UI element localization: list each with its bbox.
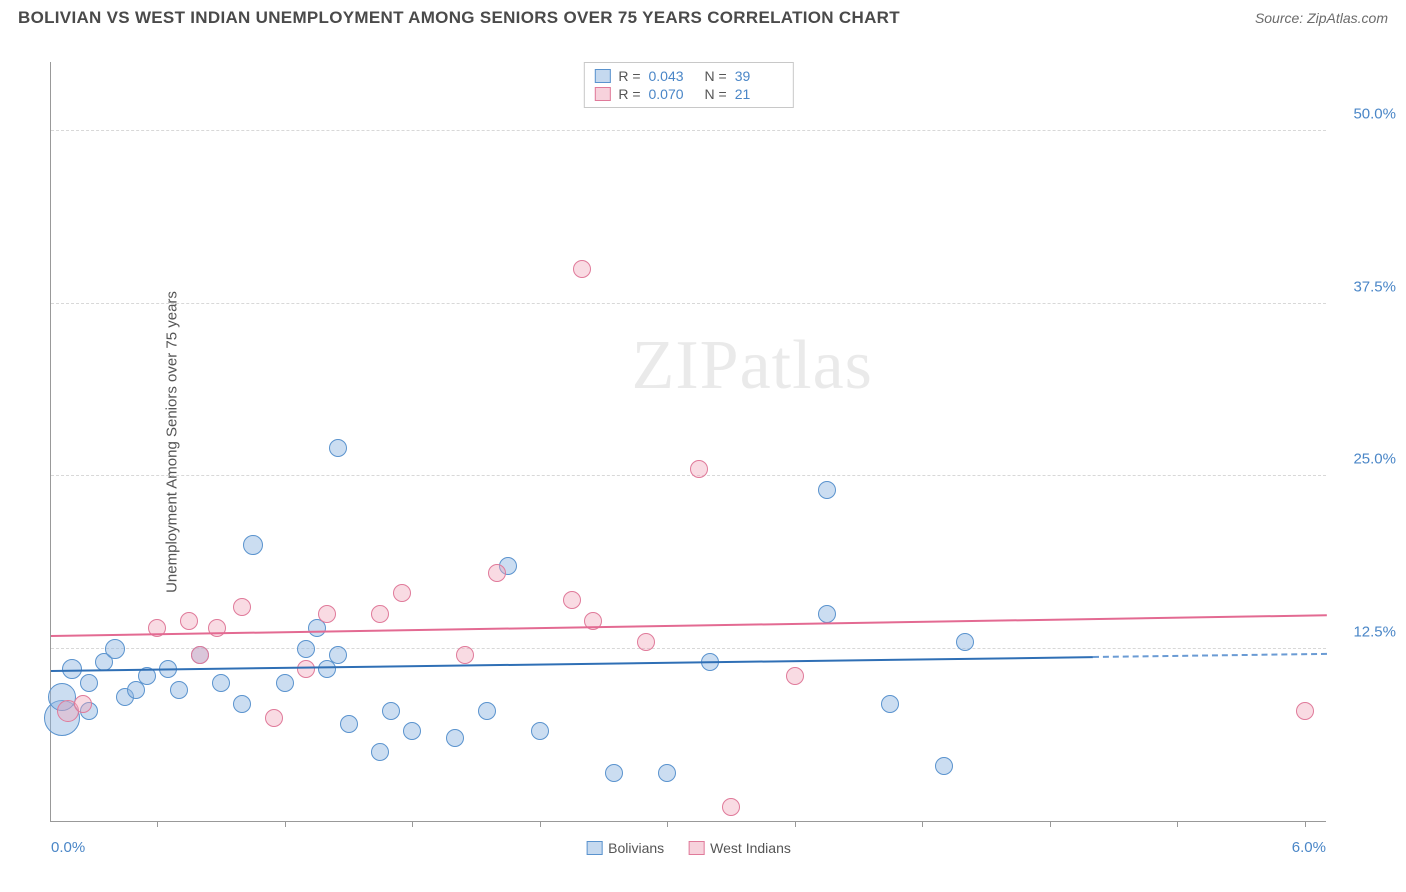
data-point [403,722,421,740]
legend-item: Bolivians [586,840,664,856]
stat-r-label: R = [618,86,640,102]
data-point [340,715,358,733]
x-tick [667,821,668,827]
data-point [105,639,125,659]
trend-line-dashed [1093,653,1327,658]
legend-label: West Indians [710,840,791,856]
data-point [1296,702,1314,720]
trend-line [51,615,1327,638]
stat-n-value: 21 [735,86,783,102]
swatch-icon [586,841,602,855]
data-point [563,591,581,609]
data-point [456,646,474,664]
swatch-icon [594,87,610,101]
data-point [297,640,315,658]
data-point [276,674,294,692]
data-point [233,695,251,713]
data-point [786,667,804,685]
data-point [818,481,836,499]
data-point [722,798,740,816]
data-point [371,605,389,623]
data-point [371,743,389,761]
x-tick [540,821,541,827]
data-point [233,598,251,616]
x-tick [157,821,158,827]
swatch-icon [594,69,610,83]
data-point [74,695,92,713]
data-point [881,695,899,713]
watermark-prefix: ZIP [632,327,740,404]
data-point [478,702,496,720]
x-axis-max-label: 6.0% [1292,839,1326,856]
stats-row: R = 0.043 N = 39 [594,67,782,85]
plot-area: Unemployment Among Seniors over 75 years… [50,62,1326,822]
x-tick [922,821,923,827]
data-point [605,764,623,782]
data-point [297,660,315,678]
stat-n-label: N = [705,68,727,84]
chart-container: Unemployment Among Seniors over 75 years… [0,32,1406,882]
stat-r-value: 0.070 [649,86,697,102]
x-tick [1050,821,1051,827]
x-tick [795,821,796,827]
data-point [265,709,283,727]
data-point [329,439,347,457]
watermark: ZIPatlas [632,326,873,406]
stat-n-value: 39 [735,68,783,84]
watermark-suffix: atlas [740,327,873,404]
swatch-icon [688,841,704,855]
data-point [658,764,676,782]
data-point [956,633,974,651]
data-point [573,260,591,278]
x-tick [1305,821,1306,827]
stat-r-label: R = [618,68,640,84]
y-tick-label: 37.5% [1336,278,1396,295]
data-point [80,674,98,692]
chart-header: BOLIVIAN VS WEST INDIAN UNEMPLOYMENT AMO… [0,0,1406,32]
legend-item: West Indians [688,840,791,856]
data-point [382,702,400,720]
y-tick-label: 12.5% [1336,623,1396,640]
x-tick [285,821,286,827]
x-axis-min-label: 0.0% [51,839,85,856]
data-point [637,633,655,651]
data-point [393,584,411,602]
data-point [488,564,506,582]
x-tick [412,821,413,827]
data-point [318,605,336,623]
data-point [531,722,549,740]
gridline [51,648,1326,649]
gridline [51,303,1326,304]
y-axis-title: Unemployment Among Seniors over 75 years [163,291,180,593]
y-tick-label: 25.0% [1336,451,1396,468]
x-tick [1177,821,1178,827]
stat-r-value: 0.043 [649,68,697,84]
data-point [818,605,836,623]
stats-row: R = 0.070 N = 21 [594,85,782,103]
y-tick-label: 50.0% [1336,106,1396,123]
gridline [51,475,1326,476]
data-point [170,681,188,699]
legend-label: Bolivians [608,840,664,856]
gridline [51,130,1326,131]
data-point [180,612,198,630]
data-point [212,674,230,692]
chart-title: BOLIVIAN VS WEST INDIAN UNEMPLOYMENT AMO… [18,8,900,28]
data-point [243,535,263,555]
data-point [191,646,209,664]
data-point [935,757,953,775]
data-point [690,460,708,478]
data-point [446,729,464,747]
stat-n-label: N = [705,86,727,102]
series-legend: Bolivians West Indians [586,840,791,856]
chart-source: Source: ZipAtlas.com [1255,10,1388,26]
data-point [329,646,347,664]
stats-legend: R = 0.043 N = 39 R = 0.070 N = 21 [583,62,793,108]
